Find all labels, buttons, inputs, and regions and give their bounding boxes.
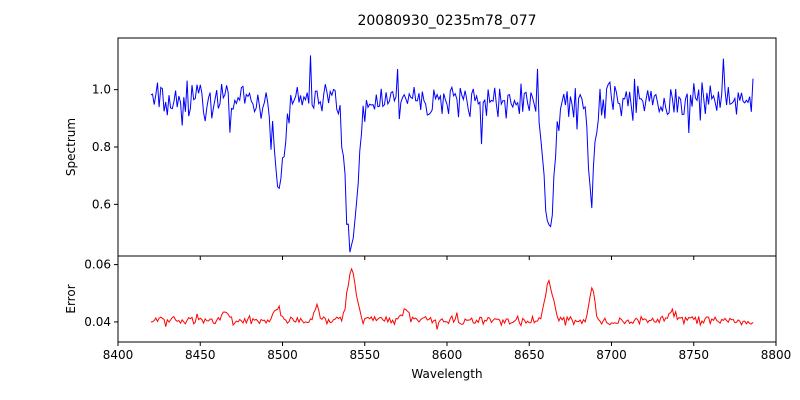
xtick-label: 8500 bbox=[267, 348, 298, 362]
spectrum-y-axis-label: Spectrum bbox=[64, 118, 78, 176]
error-y-axis-label: Error bbox=[64, 284, 78, 313]
error-frame bbox=[117, 255, 777, 343]
spectrum-line bbox=[150, 55, 754, 253]
spectrum-ytick-label: 0.6 bbox=[92, 197, 111, 211]
xtick-label: 8600 bbox=[432, 348, 463, 362]
xtick-label: 8750 bbox=[678, 348, 709, 362]
xtick-label: 8700 bbox=[596, 348, 627, 362]
spectrum-frame bbox=[117, 37, 777, 257]
x-axis-label: Wavelength bbox=[411, 367, 482, 381]
xtick-label: 8550 bbox=[349, 348, 380, 362]
xtick-label: 8450 bbox=[185, 348, 216, 362]
spectrum-ytick-label: 0.8 bbox=[92, 140, 111, 154]
chart-title: 20080930_0235m78_077 bbox=[357, 13, 536, 29]
error-ytick-label: 0.04 bbox=[84, 315, 111, 329]
spectrum-ytick-label: 1.0 bbox=[92, 83, 111, 97]
plot-area: 0.6 0.8 1.0 0.04 0.06 8400 8450 8500 8550 8600 865… bbox=[84, 37, 792, 362]
xtick-label: 8800 bbox=[761, 348, 792, 362]
xtick-label: 8400 bbox=[103, 348, 134, 362]
error-line bbox=[150, 267, 754, 330]
xtick-label: 8650 bbox=[514, 348, 545, 362]
error-ytick-label: 0.06 bbox=[84, 258, 111, 272]
